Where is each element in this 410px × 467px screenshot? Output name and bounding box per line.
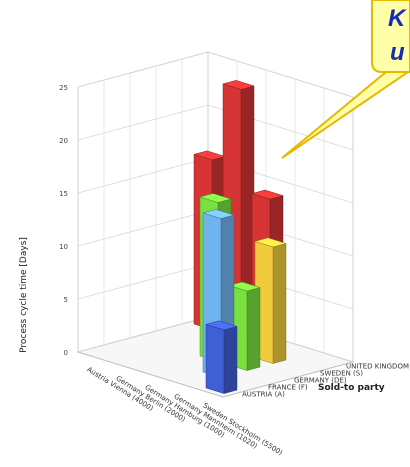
bar-top: [205, 320, 238, 331]
bar-top: [199, 193, 232, 203]
bar-top: [222, 80, 255, 90]
series-label: FRANCE (F): [268, 384, 308, 392]
series-label: AUSTRIA (A): [242, 391, 285, 399]
y-tick-label: 5: [64, 296, 68, 304]
series-label: SWEDEN (S): [320, 370, 363, 378]
gridline: [77, 51, 354, 98]
bar-side: [272, 243, 287, 364]
bar-front: [205, 324, 225, 394]
series-label: GERMANY (DE): [294, 377, 347, 385]
gridline: [77, 104, 354, 151]
callout-line-1: K: [388, 5, 407, 32]
y-axis-label: Process cycle time [Days]: [19, 237, 29, 353]
y-tick-label: 10: [59, 243, 68, 251]
bars: [193, 80, 287, 394]
y-tick-label: 0: [64, 349, 68, 357]
bar-top: [202, 209, 235, 219]
left-wall: [77, 51, 209, 353]
callout-bubble: [281, 0, 410, 159]
series-label: UNITED KINGDOM (UK): [346, 363, 410, 371]
callout: K u: [281, 0, 410, 159]
y-tick-label: 15: [59, 190, 68, 198]
bar-side: [223, 326, 238, 394]
callout-line-2: u: [390, 39, 405, 66]
y-tick-label: 20: [59, 137, 68, 145]
bar: [205, 320, 238, 394]
bar-top: [228, 281, 261, 292]
bar-top: [254, 237, 287, 248]
bar-top: [251, 189, 284, 200]
bar-side: [246, 287, 261, 371]
z-axis-label: Sold-to party: [318, 383, 385, 393]
y-tick-label: 25: [59, 84, 68, 92]
category-label: Germany Mannheim (1020): [172, 392, 258, 450]
